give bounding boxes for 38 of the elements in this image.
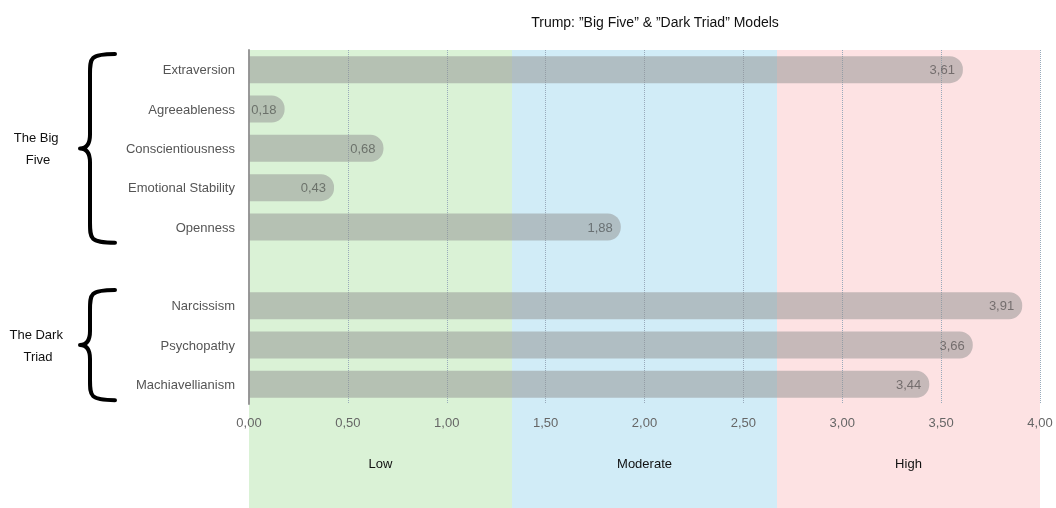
y-tick-label: Machiavellianism — [136, 376, 235, 392]
text: The Big Five — [13, 129, 63, 167]
data-label: 3,91 — [988, 298, 1015, 314]
band-label: High — [895, 455, 922, 471]
x-tick-label: 2,00 — [631, 415, 658, 430]
x-tick-label: 0,50 — [335, 415, 361, 430]
y-tick-label: Psychopathy — [160, 337, 236, 353]
data-label: 0,43 — [300, 180, 327, 196]
data-label: 0,18 — [251, 101, 277, 117]
y-tick-label: Agreeableness — [148, 101, 236, 117]
data-label: 1,88 — [587, 219, 613, 235]
x-tick-label: 1,00 — [434, 415, 460, 430]
band-label: Low — [368, 455, 394, 471]
bar — [249, 174, 335, 202]
bar — [249, 331, 973, 359]
chart-title: Trump: ”Big Five” & ”Dark Triad” Models — [531, 14, 779, 30]
y-tick-label: Openness — [175, 219, 236, 235]
y-tick-label: Emotional Stability — [128, 180, 236, 196]
y-tick-label: Narcissism — [171, 298, 235, 314]
bar — [249, 213, 621, 241]
text: The Dark Triad — [9, 326, 67, 364]
band-label: Moderate — [617, 455, 672, 471]
bar — [249, 56, 963, 84]
x-tick-label: 2,50 — [730, 415, 757, 430]
data-label: 3,44 — [895, 376, 922, 392]
x-tick-label: 3,00 — [829, 415, 855, 430]
x-tick-label: 0,00 — [236, 415, 262, 430]
x-tick-label: 1,50 — [532, 415, 559, 430]
x-tick-label: 4,00 — [1027, 415, 1053, 430]
bar — [249, 370, 930, 398]
data-label: 3,66 — [939, 337, 965, 353]
y-tick-label: Conscientiousness — [125, 140, 236, 156]
bar — [249, 292, 1023, 320]
x-tick-label: 3,50 — [928, 415, 954, 430]
data-label: 3,61 — [929, 62, 955, 78]
bar — [249, 134, 384, 162]
data-label: 0,68 — [350, 140, 376, 156]
y-tick-label: Extraversion — [162, 62, 235, 78]
